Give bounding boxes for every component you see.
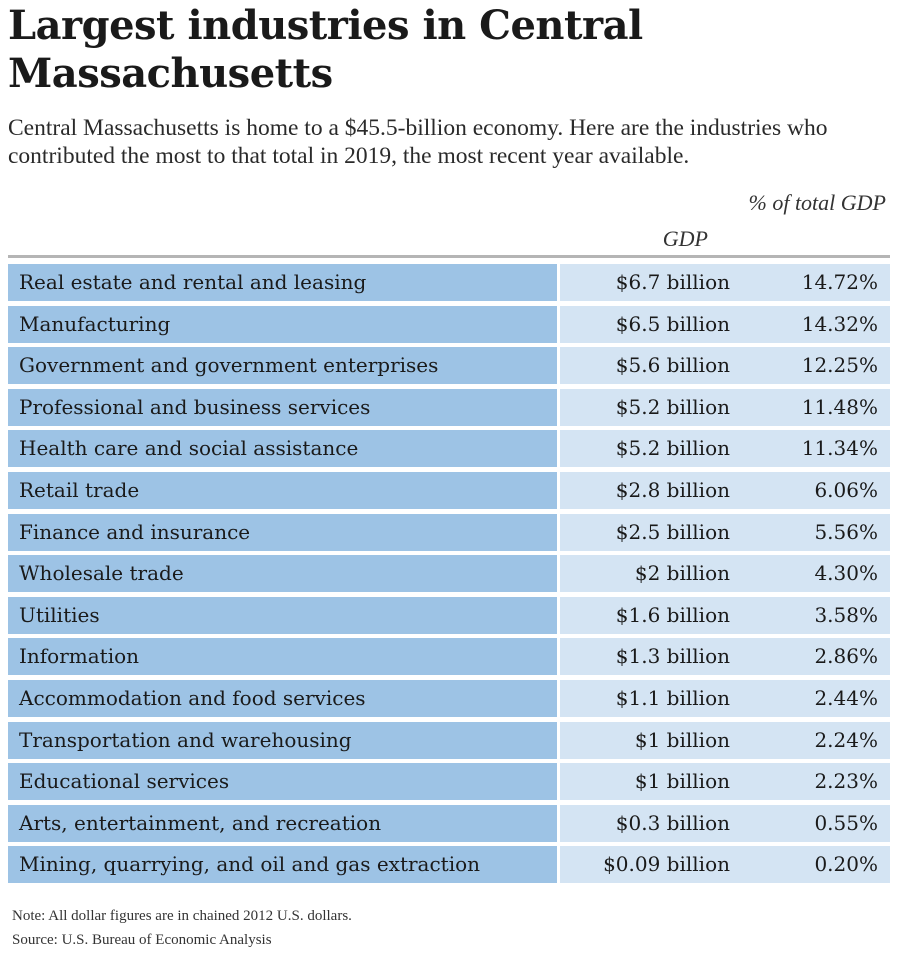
pct-cell: 6.06% [740,471,890,509]
industry-cell: Wholesale trade [8,555,557,593]
table-row: Health care and social assistance $5.2 bi… [8,430,890,468]
table-row: Mining, quarrying, and oil and gas extra… [8,846,890,884]
table-row: Transportation and warehousing $1 billion… [8,721,890,759]
gdp-cell: $6.5 billion [560,305,740,343]
source: Source: U.S. Bureau of Economic Analysis [12,932,272,948]
page-title: Largest industries in Central Massachuse… [8,2,643,97]
gdp-cell: $6.7 billion [560,264,740,301]
table-row: Utilities $1.6 billion 3.58% [8,596,890,634]
pct-cell: 14.72% [740,264,890,301]
industry-cell: Retail trade [8,471,557,509]
table-row: Real estate and rental and leasing $6.7 b… [8,264,890,301]
gdp-cell: $5.6 billion [560,347,740,385]
column-header-pct: % of total GDP [748,190,887,215]
gdp-cell: $1.1 billion [560,679,740,717]
gdp-cell: $5.2 billion [560,430,740,468]
pct-cell: 2.23% [740,763,890,801]
pct-cell: 11.48% [740,388,890,426]
gdp-cell: $5.2 billion [560,388,740,426]
gdp-cell: $2.5 billion [560,513,740,551]
header-divider [8,255,890,258]
gdp-cell: $1 billion [560,721,740,759]
gdp-cell: $0.09 billion [560,846,740,884]
gdp-cell: $1.3 billion [560,638,740,676]
table-row: Government and government enterprises $5.… [8,347,890,385]
pct-cell: 11.34% [740,430,890,468]
table-row: Information $1.3 billion 2.86% [8,638,890,676]
industry-cell: Information [8,638,557,676]
pct-cell: 14.32% [740,305,890,343]
pct-cell: 12.25% [740,347,890,385]
note: Note: All dollar figures are in chained … [12,908,352,924]
table-row: Retail trade $2.8 billion 6.06% [8,471,890,509]
column-header-gdp: GDP [662,226,708,251]
pct-cell: 2.86% [740,638,890,676]
industry-cell: Real estate and rental and leasing [8,264,557,301]
industry-table: Real estate and rental and leasing $6.7 b… [8,264,890,888]
pct-cell: 5.56% [740,513,890,551]
industry-cell: Mining, quarrying, and oil and gas extra… [8,846,557,884]
table-row: Accommodation and food services $1.1 bill… [8,679,890,717]
pct-cell: 0.55% [740,804,890,842]
pct-cell: 2.24% [740,721,890,759]
industry-cell: Utilities [8,596,557,634]
table-row: Educational services $1 billion 2.23% [8,763,890,801]
subtitle: Central Massachusetts is home to a $45.5… [8,115,828,169]
industry-cell: Accommodation and food services [8,679,557,717]
industry-cell: Arts, entertainment, and recreation [8,804,557,842]
table-row: Wholesale trade $2 billion 4.30% [8,555,890,593]
industry-cell: Manufacturing [8,305,557,343]
gdp-cell: $1 billion [560,763,740,801]
gdp-cell: $2.8 billion [560,471,740,509]
table-row: Professional and business services $5.2 b… [8,388,890,426]
pct-cell: 3.58% [740,596,890,634]
pct-cell: 0.20% [740,846,890,884]
industry-cell: Government and government enterprises [8,347,557,385]
table-row: Finance and insurance $2.5 billion 5.56% [8,513,890,551]
pct-cell: 2.44% [740,679,890,717]
table-row: Arts, entertainment, and recreation $0.3 … [8,804,890,842]
industry-cell: Professional and business services [8,388,557,426]
gdp-cell: $2 billion [560,555,740,593]
gdp-cell: $0.3 billion [560,804,740,842]
pct-cell: 4.30% [740,555,890,593]
industry-cell: Finance and insurance [8,513,557,551]
table-row: Manufacturing $6.5 billion 14.32% [8,305,890,343]
industry-cell: Transportation and warehousing [8,721,557,759]
industry-cell: Educational services [8,763,557,801]
industry-cell: Health care and social assistance [8,430,557,468]
gdp-cell: $1.6 billion [560,596,740,634]
